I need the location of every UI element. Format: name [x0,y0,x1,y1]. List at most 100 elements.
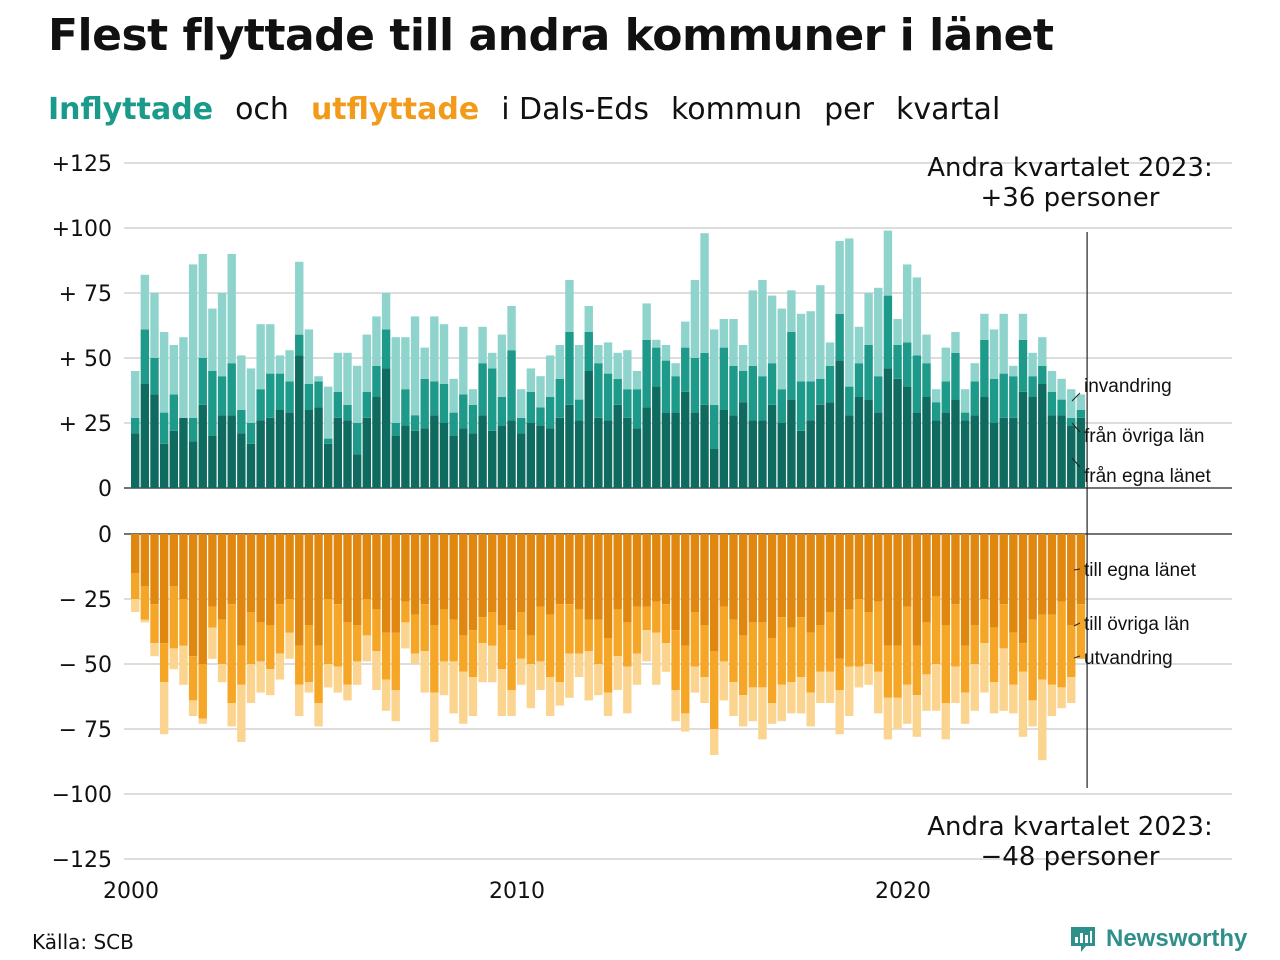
bar-out-1 [420,604,429,651]
bar-in-2 [198,254,207,358]
bar-in-0 [719,410,729,488]
bar-in-2 [304,329,314,384]
bar-out-0 [912,534,922,646]
bar-out-2 [246,664,256,703]
bar-in-0 [217,415,227,488]
bar-in-1 [208,371,217,436]
bar-in-0 [362,417,371,488]
bar-out-2 [150,643,159,657]
bar-out-1 [748,622,757,688]
bar-in-2 [179,337,188,418]
bar-out-0 [401,534,410,602]
bar-in-2 [536,376,545,408]
bar-in-1 [169,394,178,431]
bar-in-2 [381,293,391,330]
bar-out-2 [845,666,854,716]
bar-out-0 [603,534,613,638]
bar-in-1 [430,381,439,416]
bar-in-2 [372,316,381,366]
bar-out-2 [536,661,545,690]
bar-out-0 [275,534,285,605]
bar-in-2 [227,254,236,364]
bar-out-2 [545,677,555,716]
bar-out-1 [266,625,275,670]
bar-in-2 [468,389,478,405]
bar-out-2 [1009,684,1018,714]
bar-out-2 [980,643,989,693]
bar-out-1 [980,599,989,644]
bar-in-0 [150,394,159,488]
subtitle-kvartal: kvartal [895,92,1001,127]
bar-in-0 [449,436,458,488]
bar-out-2 [488,645,497,683]
bar-out-0 [883,534,893,646]
bar-in-1 [304,384,314,410]
bar-out-1 [874,601,883,672]
bar-out-0 [449,534,458,620]
bar-in-1 [565,332,574,405]
label-leader-out [1073,622,1081,627]
bar-in-0 [594,417,603,488]
bar-in-1 [864,345,873,400]
bar-in-1 [256,389,265,421]
bar-in-1 [777,389,786,423]
bar-out-1 [767,638,777,703]
bar-in-1 [690,358,700,413]
series-label-out: utvandring [1084,648,1173,669]
bar-in-2 [169,345,178,395]
bar-out-1 [478,617,487,644]
bar-in-1 [903,342,912,387]
bar-out-2 [970,664,979,711]
bar-out-1 [738,635,748,696]
bar-in-0 [738,402,748,488]
bar-in-1 [912,355,922,413]
bar-in-0 [266,417,275,488]
bar-in-2 [420,347,429,379]
bar-in-2 [922,334,931,364]
bar-out-2 [893,697,902,729]
bar-out-0 [864,534,873,612]
bar-in-1 [758,376,767,421]
bar-out-1 [1047,614,1057,685]
bar-in-2 [275,355,285,374]
bar-in-1 [237,410,246,434]
bar-in-2 [555,345,564,379]
bar-in-1 [854,363,864,397]
bar-out-1 [922,622,931,675]
bar-in-1 [362,391,371,418]
bar-out-2 [555,682,564,706]
bar-out-2 [478,643,487,683]
bar-out-1 [352,625,362,662]
bar-out-2 [198,718,207,724]
bar-out-0 [632,534,642,607]
bar-out-2 [227,703,236,727]
bar-in-1 [767,363,777,405]
bar-in-0 [497,425,507,488]
bar-in-2 [845,238,854,387]
bar-in-1 [883,295,893,369]
bar-out-0 [748,534,757,623]
bar-in-0 [652,386,661,488]
bar-out-1 [903,606,912,685]
bar-in-2 [738,345,748,371]
bar-out-1 [545,614,555,677]
bar-in-1 [275,373,285,410]
bar-in-2 [285,350,294,382]
series-label-out: till övriga län [1084,614,1190,635]
bar-out-0 [796,534,806,618]
bar-out-2 [951,666,960,703]
bar-out-1 [816,625,825,672]
bar-out-0 [922,534,931,623]
bar-in-2 [1067,389,1076,418]
bar-out-0 [1038,534,1047,615]
bar-out-1 [845,609,854,667]
bar-in-0 [401,425,410,488]
bar-out-2 [816,671,825,703]
bar-out-0 [333,534,343,605]
bar-out-2 [632,653,642,685]
bar-in-0 [758,420,767,488]
bar-in-2 [652,339,661,348]
bar-in-1 [372,365,381,397]
newsworthy-icon [1071,927,1095,952]
